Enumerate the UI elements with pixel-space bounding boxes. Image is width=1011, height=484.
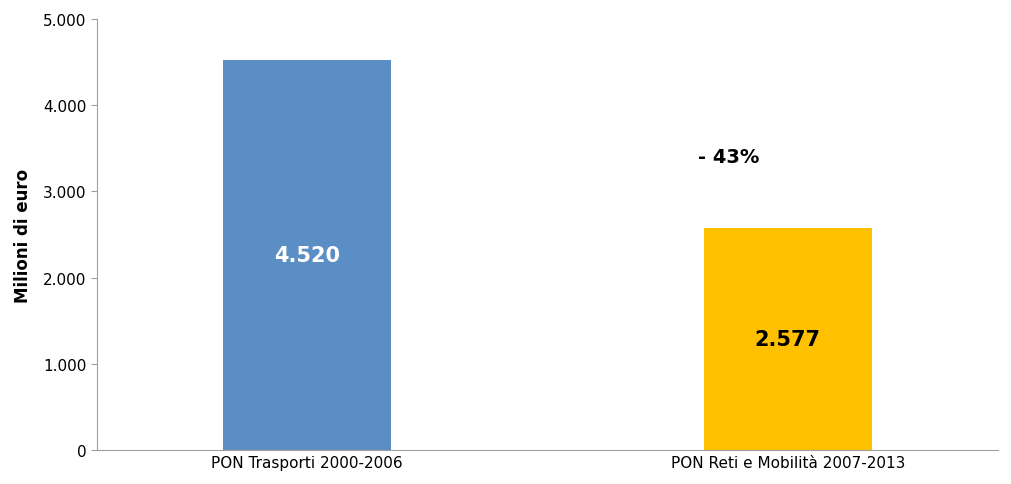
Text: 4.520: 4.520 [274, 246, 340, 266]
Y-axis label: Milioni di euro: Milioni di euro [14, 168, 32, 302]
Bar [703, 228, 871, 450]
Text: 2.577: 2.577 [754, 330, 820, 349]
Bar [222, 61, 391, 450]
Text: - 43%: - 43% [697, 148, 758, 167]
